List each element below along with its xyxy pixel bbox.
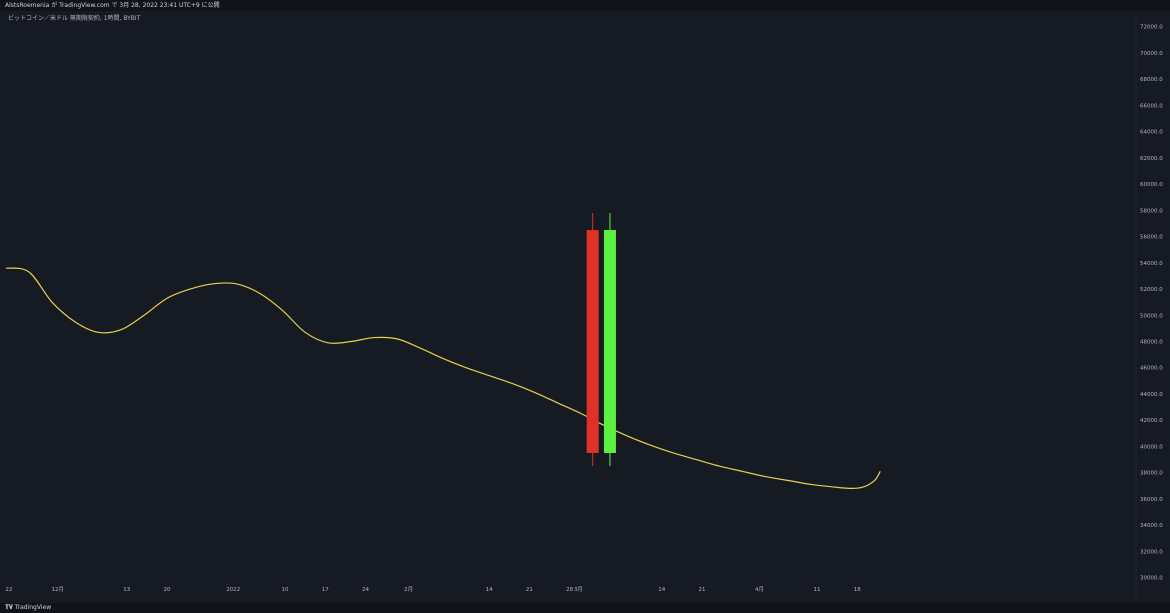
- time-tick-label: 11: [814, 587, 821, 593]
- time-tick-label: 20: [164, 587, 171, 593]
- symbol-info: ビットコイン／米ドル 無期限契約, 1時間, BYBIT: [8, 14, 141, 22]
- footer: 𝐓𝐕 TradingView: [0, 603, 1170, 613]
- price-tick-label: 56000.0: [1140, 235, 1163, 241]
- price-tick-label: 60000.0: [1140, 182, 1163, 188]
- time-tick-label: 21: [698, 587, 705, 593]
- price-tick-label: 68000.0: [1140, 77, 1163, 83]
- price-tick-label: 50000.0: [1140, 313, 1163, 319]
- price-tick-label: 44000.0: [1140, 392, 1163, 398]
- price-axis[interactable]: 72000.0 70000.0 68000.0 66000.0 64000.0 62000…: [1140, 25, 1163, 582]
- time-tick-label: 4月: [755, 586, 764, 593]
- time-tick-label: 24: [362, 587, 369, 593]
- brand-name[interactable]: TradingView: [14, 604, 52, 611]
- price-tick-label: 32000.0: [1140, 549, 1163, 555]
- price-tick-label: 66000.0: [1140, 103, 1163, 109]
- time-tick-label: 13: [123, 587, 130, 593]
- time-tick-label: 2022: [226, 587, 240, 593]
- time-tick-label: 28: [566, 587, 573, 593]
- price-tick-label: 64000.0: [1140, 130, 1163, 136]
- time-tick-label: 18: [854, 587, 861, 593]
- publication-header: AlstsRoemenia が TradingView.com で 3月 28,…: [0, 0, 1170, 11]
- time-tick-label: 14: [486, 587, 493, 593]
- time-tick-label: 10: [281, 587, 288, 593]
- price-tick-label: 34000.0: [1140, 523, 1163, 529]
- plot-area[interactable]: [5, 212, 881, 489]
- price-tick-label: 54000.0: [1140, 261, 1163, 267]
- tradingview-logo-icon[interactable]: 𝐓𝐕: [5, 604, 13, 611]
- time-tick-label: 17: [322, 587, 329, 593]
- price-tick-label: 62000.0: [1140, 156, 1163, 162]
- bear-candle[interactable]: [586, 230, 599, 453]
- price-tick-label: 72000.0: [1140, 25, 1163, 31]
- publication-info: が TradingView.com で 3月 28, 2022 23:41 UT…: [51, 2, 220, 9]
- price-tick-label: 42000.0: [1140, 418, 1163, 424]
- price-tick-label: 58000.0: [1140, 208, 1163, 214]
- price-chart[interactable]: ビットコイン／米ドル 無期限契約, 1時間, BYBIT 22 12月 13 20 20…: [0, 11, 1170, 603]
- moving-average-line[interactable]: [5, 267, 881, 489]
- price-tick-label: 40000.0: [1140, 444, 1163, 450]
- price-tick-label: 30000.0: [1140, 576, 1163, 582]
- price-tick-label: 70000.0: [1140, 51, 1163, 57]
- price-tick-label: 38000.0: [1140, 471, 1163, 477]
- time-tick-label: 14: [658, 587, 665, 593]
- price-tick-label: 48000.0: [1140, 340, 1163, 346]
- time-tick-label: 22: [5, 587, 12, 593]
- price-tick-label: 36000.0: [1140, 497, 1163, 503]
- author-name[interactable]: AlstsRoemenia: [5, 2, 50, 9]
- price-tick-label: 46000.0: [1140, 366, 1163, 372]
- time-tick-label: 2月: [404, 586, 413, 593]
- time-tick-label: 3月: [574, 586, 583, 593]
- time-tick-label: 21: [526, 587, 533, 593]
- bull-candle[interactable]: [603, 230, 616, 453]
- price-tick-label: 52000.0: [1140, 287, 1163, 293]
- time-tick-label: 12月: [52, 586, 65, 593]
- time-axis[interactable]: 22 12月 13 20 2022 10 17 24 2月 14 21 28 3月 14 21 4月 11 18: [5, 586, 861, 593]
